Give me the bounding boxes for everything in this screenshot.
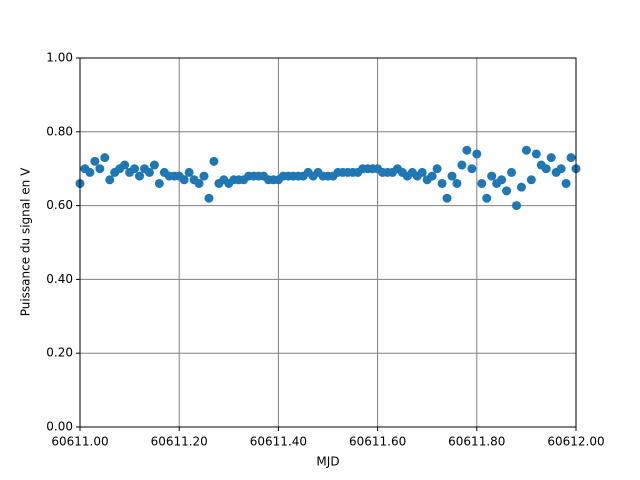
point: [541, 164, 551, 174]
point: [507, 167, 517, 177]
point: [457, 160, 467, 170]
y-tick-label: 0.60: [46, 198, 73, 212]
x-tick-label: 60611.00: [51, 435, 108, 449]
point: [199, 171, 209, 181]
point: [130, 164, 140, 174]
point: [204, 193, 214, 203]
point: [85, 167, 95, 177]
point: [497, 175, 507, 185]
y-tick-label: 0.40: [46, 272, 73, 286]
point: [462, 145, 472, 155]
point: [154, 178, 164, 188]
point: [546, 153, 556, 163]
y-tick-label: 0.20: [46, 346, 73, 360]
x-tick-label: 60612.00: [547, 435, 604, 449]
point: [417, 167, 427, 177]
point: [502, 186, 512, 196]
point: [179, 175, 189, 185]
point: [511, 201, 521, 211]
x-tick-label: 60611.40: [250, 435, 307, 449]
y-tick-label: 0.00: [46, 420, 73, 434]
point: [209, 156, 219, 166]
point: [526, 175, 536, 185]
point: [516, 182, 526, 192]
x-tick-label: 60611.20: [151, 435, 208, 449]
y-axis-label: Puissance du signal en V: [19, 167, 33, 316]
point: [100, 153, 110, 163]
y-tick-label: 1.00: [46, 51, 73, 65]
point: [487, 171, 497, 181]
point: [447, 171, 457, 181]
point: [144, 167, 154, 177]
point: [184, 167, 194, 177]
point: [437, 178, 447, 188]
point: [561, 178, 571, 188]
point: [95, 164, 105, 174]
point: [482, 193, 492, 203]
point: [135, 171, 145, 181]
point: [556, 164, 566, 174]
point: [452, 178, 462, 188]
x-axis-label: MJD: [316, 455, 339, 469]
point: [432, 164, 442, 174]
point: [427, 171, 437, 181]
x-tick-label: 60611.60: [349, 435, 406, 449]
plot-frame: [79, 57, 577, 428]
point: [566, 153, 576, 163]
point: [194, 178, 204, 188]
point: [531, 149, 541, 159]
point: [521, 145, 531, 155]
point: [149, 160, 159, 170]
x-tick-label: 60611.80: [448, 435, 505, 449]
point: [477, 178, 487, 188]
point: [467, 164, 477, 174]
point: [442, 193, 452, 203]
y-tick-label: 0.80: [46, 124, 73, 138]
point: [90, 156, 100, 166]
point: [472, 149, 482, 159]
point: [120, 160, 130, 170]
point: [105, 175, 115, 185]
